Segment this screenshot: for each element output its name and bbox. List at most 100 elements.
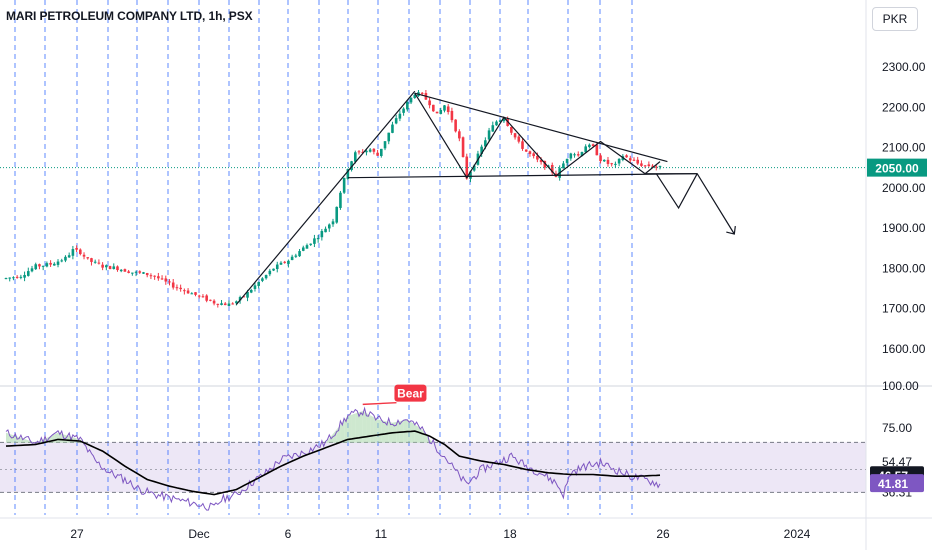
candle-body: [253, 285, 257, 289]
candle-body: [380, 148, 383, 156]
candle-body: [227, 303, 231, 306]
rsi-overbought-fill: [381, 420, 386, 443]
candle-body: [249, 289, 253, 293]
candle-body: [394, 118, 398, 124]
candle-body: [469, 171, 472, 179]
projection-small-swing[interactable]: [655, 173, 698, 210]
candle-body: [480, 146, 483, 154]
trendline-up[interactable]: [235, 90, 416, 305]
rsi-overbought-fill: [54, 432, 59, 443]
currency-button[interactable]: PKR: [872, 7, 918, 31]
candle-body: [287, 260, 290, 264]
price-axis-tick: 2100.00: [882, 141, 926, 155]
candle-body: [105, 265, 108, 268]
candle-body: [4, 278, 8, 280]
candle-body: [86, 257, 90, 259]
candle-body: [383, 141, 387, 149]
candle-body: [272, 268, 275, 271]
rsi-overbought-fill: [325, 438, 330, 443]
candle-body: [279, 262, 283, 265]
candle-body: [179, 287, 182, 290]
trendline-support[interactable]: [347, 173, 698, 179]
candle-body: [257, 281, 260, 286]
time-axis-tick: Dec: [188, 527, 209, 541]
candle-body: [640, 163, 643, 166]
candle-body: [465, 156, 469, 179]
candle-body: [246, 292, 249, 298]
candle-body: [93, 261, 97, 263]
rsi-overbought-fill: [355, 412, 360, 443]
candle-body: [528, 151, 532, 154]
candle-body: [614, 163, 617, 165]
candle-body: [316, 238, 320, 240]
candle-body: [632, 159, 636, 161]
candle-body: [67, 255, 71, 258]
price-axis-tick: 1700.00: [882, 302, 926, 316]
candle-body: [521, 141, 524, 149]
candle-body: [23, 274, 26, 278]
candle-body: [406, 102, 409, 110]
candle-body: [625, 155, 628, 158]
rsi-overbought-fill: [336, 424, 341, 443]
candle-body: [101, 264, 104, 268]
candle-body: [510, 126, 513, 133]
candle-body: [223, 303, 227, 306]
candle-body: [502, 118, 506, 122]
candle-body: [550, 164, 554, 173]
candle-body: [53, 263, 56, 266]
candle-body: [643, 165, 647, 167]
candle-body: [524, 149, 528, 152]
candle-body: [268, 270, 272, 275]
candle-body: [283, 261, 286, 263]
candle-body: [357, 151, 361, 153]
projection-arrowhead: [726, 225, 736, 235]
rsi-overbought-fill: [17, 436, 21, 443]
rsi-value-badge: [870, 474, 924, 493]
rsi-value-label: 41.81: [878, 477, 908, 491]
candle-body: [335, 206, 339, 223]
candle-body: [543, 160, 547, 168]
time-axis-tick: 27: [70, 527, 84, 541]
candle-body: [220, 303, 223, 305]
candle-body: [56, 261, 60, 265]
candle-body: [651, 165, 654, 167]
candle-body: [34, 264, 38, 270]
chart-title: MARI PETROLEUM COMPANY LTD, 1h, PSX: [6, 9, 253, 23]
candle-body: [231, 303, 234, 305]
candle-body: [439, 110, 443, 114]
candle-body: [391, 124, 394, 133]
candle-body: [350, 161, 353, 170]
candle-body: [331, 221, 335, 225]
rsi-axis-tick: 54.47: [882, 455, 912, 469]
time-axis-tick: 6: [285, 527, 292, 541]
candle-body: [602, 159, 606, 162]
candle-body: [580, 152, 584, 156]
candle-body: [298, 251, 301, 257]
bear-badge: [394, 384, 427, 402]
candle-body: [432, 104, 435, 112]
rsi-overbought-fill: [344, 416, 348, 443]
time-axis-tick: 11: [375, 527, 388, 541]
candle-body: [610, 163, 613, 165]
candle-body: [361, 151, 365, 153]
rsi-overbought-fill: [24, 439, 29, 443]
candle-body: [164, 278, 168, 282]
trendline-resistance[interactable]: [414, 92, 668, 163]
candle-body: [498, 120, 502, 122]
candle-body: [324, 228, 327, 233]
rsi-ma-line: [5, 430, 661, 496]
candle-body: [194, 292, 197, 295]
rsi-overbought-fill: [422, 429, 426, 443]
candle-body: [119, 269, 123, 272]
candle-body: [658, 165, 662, 167]
candle-body: [171, 282, 175, 288]
rsi-overbought-fill: [347, 414, 352, 443]
rsi-axis-tick: 100.00: [882, 379, 919, 393]
candle-body: [413, 94, 417, 98]
candle-body: [216, 303, 220, 305]
candle-body: [562, 163, 565, 169]
candle-body: [506, 119, 509, 126]
candle-body: [275, 264, 279, 270]
candle-body: [238, 297, 242, 301]
